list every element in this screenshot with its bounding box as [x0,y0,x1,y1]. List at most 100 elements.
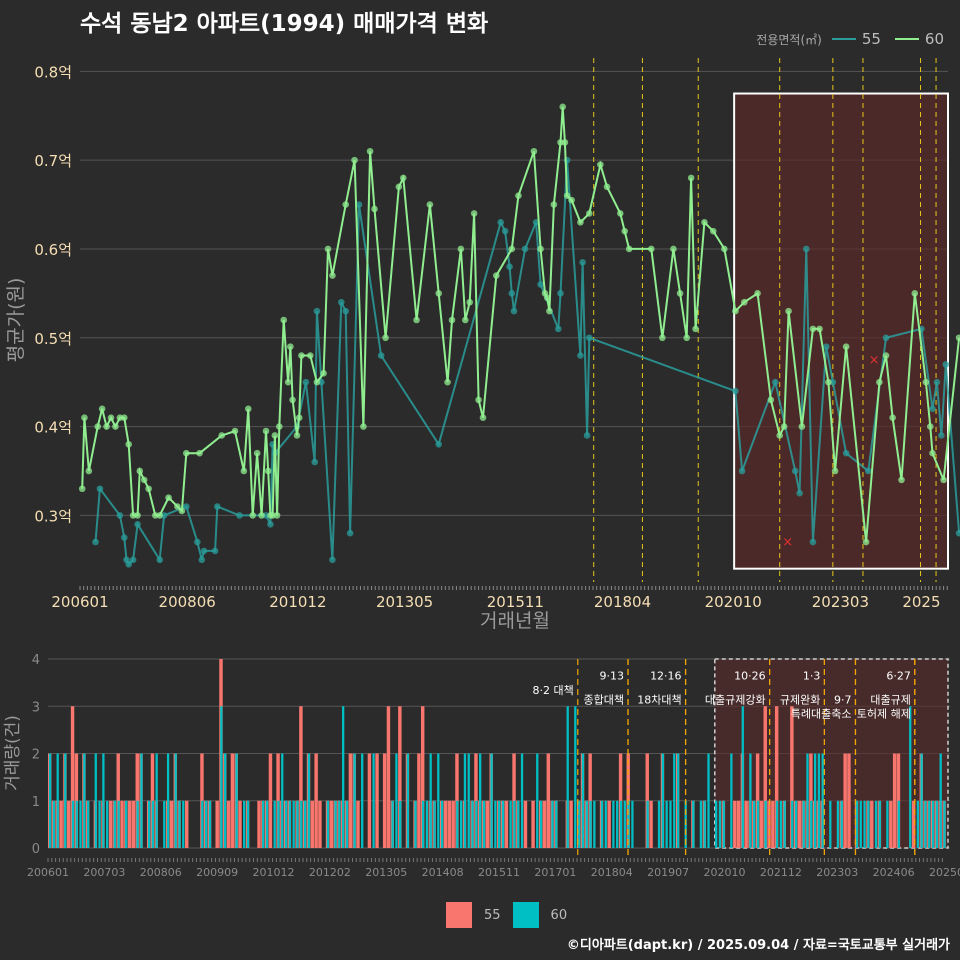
bar-60 [539,800,543,848]
bar-60 [909,706,912,848]
bar-60 [756,800,760,848]
data-point-60 [271,432,279,439]
data-point-60 [831,467,839,475]
bar-60 [551,800,554,848]
data-point-55 [796,489,803,497]
data-point-55 [842,449,850,457]
policy-label: 9·7 [834,693,852,706]
series-line-55 [94,160,960,566]
bottom-x-tick-label: 201511 [478,866,520,879]
bar-legend-item-55[interactable]: 55 [446,902,501,928]
data-point-55 [882,334,890,342]
data-point-60 [444,378,451,386]
bar-60 [414,800,417,848]
data-point-60 [366,147,374,155]
data-point-60 [249,512,257,519]
data-point-55 [508,290,516,297]
bar-60 [437,753,440,848]
data-point-60 [955,334,960,342]
policy-label: 12·16 [650,670,682,683]
legend-swatch-55 [831,38,856,40]
top-x-axis-title: 거래년월 [480,610,550,632]
bar-55 [314,753,318,848]
bar-60 [536,753,539,848]
data-point-55 [198,556,206,564]
data-point-60 [842,343,850,350]
bar-55 [771,800,775,848]
data-point-55 [497,219,505,226]
bar-60 [338,800,341,848]
data-point-60 [825,378,832,386]
top-y-tick-label: 0.7억 [34,152,72,170]
bar-legend-item-60[interactable]: 60 [512,902,567,928]
data-point-60 [107,414,115,421]
legend-item-60[interactable]: 60 [894,30,944,48]
footer-credit: ©디아파트(dapt.kr) / 2025.09.04 / 자료=국토교통부 실… [566,938,950,953]
data-point-60 [413,316,420,324]
bar-60 [182,800,185,848]
bar-60 [262,800,265,848]
bar-55 [238,800,242,848]
bar-60 [475,800,478,848]
bottom-y-tick-label: 0 [32,842,40,857]
bar-60 [821,753,824,848]
data-point-60 [470,210,478,217]
bottom-x-tick-label: 202303 [816,866,858,879]
bottom-x-tick-label: 200909 [196,866,238,879]
data-point-60 [112,423,119,430]
bar-60 [935,800,939,848]
bar-60 [676,753,680,848]
data-point-60 [293,432,301,439]
bar-60 [517,800,520,848]
bottom-x-tick-label: 200601 [27,866,69,879]
data-point-60 [466,298,474,306]
data-point-60 [165,494,172,501]
data-point-60 [537,245,544,253]
data-point-60 [313,378,321,386]
data-point-55 [791,467,799,475]
bar-55 [607,800,611,848]
bar-55 [108,800,113,848]
data-point-55 [377,352,385,359]
data-point-60 [546,307,553,315]
bar-55 [892,753,897,848]
data-point-60 [320,369,327,377]
data-point-55 [802,245,810,253]
data-point-60 [508,245,516,253]
data-point-55 [156,556,164,564]
data-point-60 [676,290,684,297]
data-point-60 [264,467,272,475]
data-point-60 [240,467,248,475]
data-point-55 [942,361,950,368]
bar-55 [759,800,764,848]
bar-60 [204,800,208,848]
bar-60 [98,800,101,848]
bar-55 [382,753,387,848]
data-point-55 [182,503,190,510]
data-point-55 [200,547,208,555]
policy-label: 9·13 [600,670,625,683]
data-point-60 [568,196,575,204]
bar-60 [813,753,817,848]
bar-55 [59,800,63,848]
bar-60 [669,800,672,848]
bar-55 [542,800,547,848]
data-point-60 [692,325,699,333]
bar-55 [790,706,794,848]
data-point-60 [329,272,336,279]
policy-label: 18차대책 [637,693,681,706]
data-point-60 [597,161,604,168]
policy-label: 10·26 [734,670,766,683]
bar-60 [585,800,588,848]
legend-item-55[interactable]: 55 [831,30,881,48]
data-point-60 [78,485,86,493]
bar-55 [911,800,916,848]
bar-55 [299,706,303,848]
data-point-55 [267,520,274,528]
bar-55 [744,800,748,848]
data-point-60 [399,174,407,182]
data-point-60 [776,432,784,439]
bar-legend-label-55: 55 [484,907,501,923]
bar-60 [924,800,927,848]
